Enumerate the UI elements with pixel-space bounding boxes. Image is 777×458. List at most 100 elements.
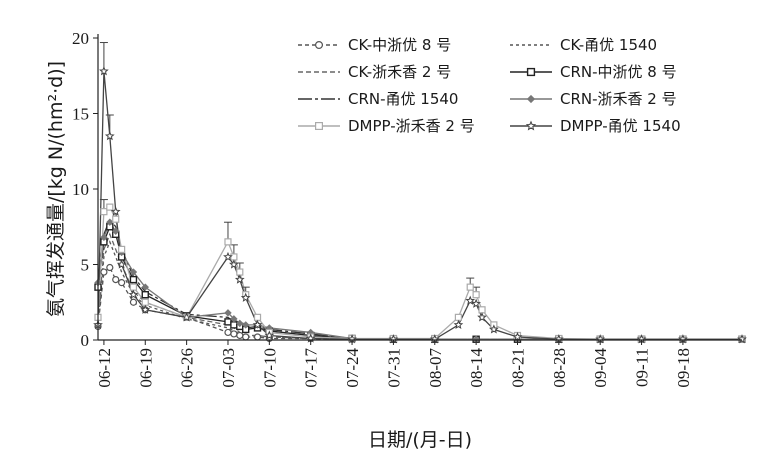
data-point-s1-5	[118, 279, 126, 287]
x-tick-label-08-07: 08-07	[426, 348, 445, 388]
data-point-s8-5	[116, 259, 127, 269]
series-line-2	[97, 240, 742, 340]
data-point-s8-12	[240, 292, 251, 302]
legend-label-5: CRN-甬优 1540	[348, 90, 458, 108]
x-tick-label-06-19: 06-19	[136, 348, 155, 388]
data-point-s8-20	[465, 295, 476, 305]
data-point-s7-19	[454, 313, 463, 321]
data-point-s7-4	[112, 215, 120, 223]
data-point-s4-6	[129, 275, 138, 284]
y-tick-label-10: 10	[72, 180, 89, 199]
data-point-s8-3	[104, 131, 115, 141]
x-tick-label-09-18: 09-18	[674, 348, 693, 388]
series-line-3	[97, 232, 742, 340]
x-tick-labels: 06-12 06-19 06-26 07-03 07-10 07-17 07-24 07-31…	[95, 348, 693, 388]
data-point-s6-12	[241, 321, 250, 329]
x-tick-label-07-03: 07-03	[219, 348, 238, 388]
data-point-s7-2	[100, 208, 108, 216]
x-tick-label-08-28: 08-28	[550, 348, 569, 388]
legend: CK-中浙优 8 号 CK-甬优 1540 CK-浙禾香 2 号 CRN-中浙优 8 …	[298, 36, 681, 135]
data-point-s7-22	[478, 306, 486, 314]
data-point-s6-11	[236, 319, 244, 328]
data-point-s1-2	[100, 268, 108, 276]
data-point-s1-9	[224, 328, 232, 337]
data-point-s4-10	[230, 321, 238, 329]
y-tick-label-20: 20	[72, 29, 89, 48]
series-line-4	[97, 225, 742, 340]
data-point-s4-7	[141, 291, 149, 299]
legend-marker-7	[315, 121, 324, 130]
legend-label-1: CK-中浙优 8 号	[348, 36, 451, 54]
data-point-s8-2	[99, 66, 109, 76]
data-point-s8-9	[223, 251, 233, 262]
data-point-s7-10	[230, 253, 238, 261]
data-point-s7-20	[466, 283, 474, 291]
legend-label-8: DMPP-甬优 1540	[560, 117, 681, 135]
legend-label-2: CK-甬优 1540	[560, 36, 657, 54]
data-point-s6-7	[141, 283, 149, 291]
x-tick-label-08-14: 08-14	[467, 348, 486, 388]
data-point-s8-19	[453, 319, 464, 330]
data-point-s4-9	[224, 318, 232, 326]
data-point-s7-9	[224, 238, 232, 246]
series-markers	[93, 66, 747, 344]
data-point-s7-5	[118, 245, 126, 253]
data-point-s6-6	[129, 268, 138, 276]
y-tick-label-15: 15	[72, 105, 89, 124]
x-tick-label-07-17: 07-17	[302, 348, 321, 388]
x-tick-label-06-12: 06-12	[95, 348, 114, 388]
data-point-s7-11	[236, 268, 244, 276]
data-point-s8-23	[488, 324, 499, 334]
data-point-s1-11	[236, 331, 244, 340]
data-point-s7-13	[253, 313, 262, 321]
series-line-8	[97, 71, 742, 340]
y-axis-label: 氨气挥发通量/[kg N/(hm²·d)]	[45, 61, 67, 317]
data-point-s6-4	[112, 227, 120, 235]
legend-marker-1	[315, 40, 324, 49]
data-point-s6-9	[224, 309, 232, 317]
axes	[93, 34, 742, 345]
data-point-s7-7	[141, 298, 149, 306]
data-point-s6-10	[230, 315, 238, 323]
data-point-s8-24	[512, 331, 523, 342]
data-point-s7-21	[472, 291, 480, 299]
series-line-6	[97, 220, 742, 340]
data-point-s1-12	[242, 333, 250, 341]
data-point-s8-7	[140, 304, 151, 314]
x-tick-label-09-04: 09-04	[591, 348, 610, 388]
x-tick-label-06-26: 06-26	[178, 348, 197, 388]
x-tick-label-09-11: 09-11	[633, 348, 652, 387]
x-tick-label-08-21: 08-21	[508, 348, 527, 388]
data-point-s1-6	[129, 298, 138, 306]
data-point-s8-4	[110, 206, 121, 216]
data-point-s8-11	[234, 274, 245, 284]
y-tick-label-0: 0	[81, 331, 90, 350]
legend-marker-4	[526, 67, 536, 77]
x-tick-label-07-31: 07-31	[384, 348, 403, 388]
plot-lines	[97, 71, 742, 340]
data-point-s1-4	[112, 276, 120, 284]
data-point-s1-3	[106, 263, 114, 272]
data-point-s8-14	[264, 330, 275, 340]
x-tick-label-07-10: 07-10	[260, 348, 279, 388]
legend-label-3: CK-浙禾香 2 号	[348, 63, 451, 81]
data-point-s8-6	[128, 289, 139, 299]
x-axis-label: 日期/(月-日)	[368, 429, 472, 451]
data-point-s8-22	[477, 312, 487, 322]
data-point-s6-2	[100, 233, 108, 242]
legend-label-7: DMPP-浙禾香 2 号	[348, 117, 475, 135]
data-point-s6-3	[106, 218, 114, 226]
data-point-s8-13	[252, 319, 263, 330]
legend-marker-8	[525, 120, 537, 131]
data-point-s8-10	[229, 259, 239, 269]
x-tick-label-07-24: 07-24	[343, 348, 362, 388]
data-point-s1-10	[230, 330, 238, 338]
data-point-s7-6	[129, 283, 138, 291]
y-tick-label-5: 5	[81, 256, 90, 275]
legend-label-6: CRN-浙禾香 2 号	[560, 90, 677, 108]
data-point-s7-3	[106, 203, 114, 211]
legend-marker-6	[526, 94, 536, 104]
legend-label-4: CRN-中浙优 8 号	[560, 63, 677, 81]
y-tick-labels: 0 5 10 15 20	[72, 29, 89, 350]
